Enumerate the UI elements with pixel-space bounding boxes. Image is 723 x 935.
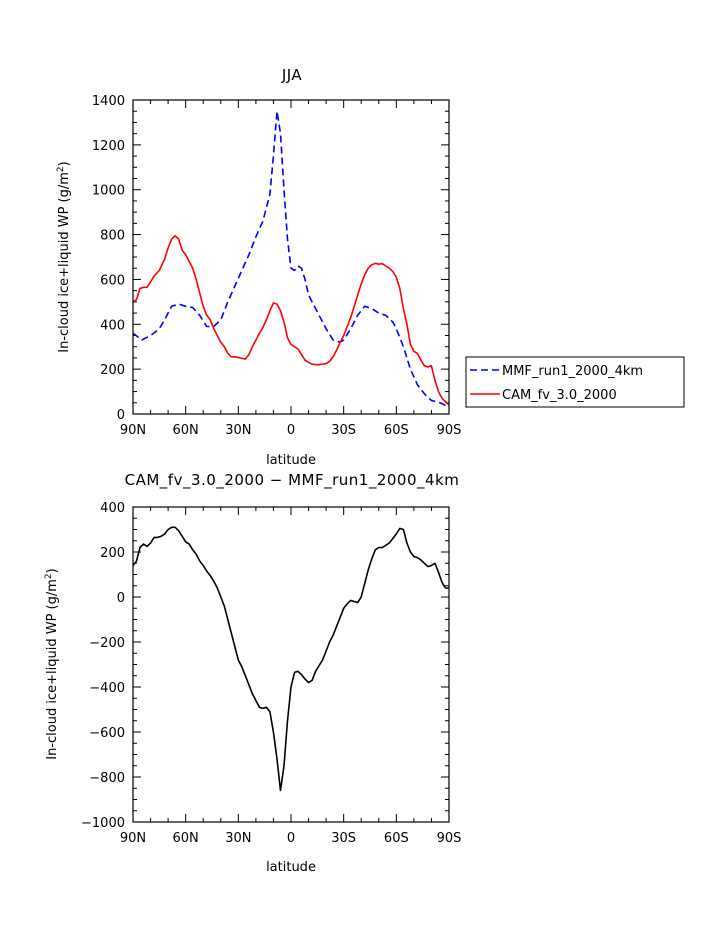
chart-top-series-cam-fv-3-0-2000 [132,234,450,406]
chart-bottom-x-tick-label: 90S [437,831,462,846]
chart-bottom-y-tick-label: 400 [100,501,125,516]
chart-bottom-series-difference [132,526,449,792]
chart-top-title: JJA [281,66,303,84]
chart-bottom-y-tick-label: −400 [89,681,125,696]
chart-top-y-tick-label: 1000 [92,184,125,199]
chart-top-y-tick-label: 600 [100,273,125,288]
legend-label-cam: CAM_fv_3.0_2000 [502,388,617,403]
chart-bottom-plot-frame [132,506,450,823]
chart-bottom-x-tick-labels: 90N 60N 30N 0 30S 60S 90S [120,831,462,846]
chart-bottom-y-axis-label: In-cloud ice+liquid WP (g/m2) [44,568,60,759]
chart-top-legend: MMF_run1_2000_4km CAM_fv_3.0_2000 [465,356,685,408]
chart-top-y-tick-label: 0 [117,408,125,423]
chart-top: JJA 90N 60N 30N 0 30S 60S 90S 0 200 400 600 800 100… [56,66,685,468]
chart-top-y-axis-label: In-cloud ice+liquid WP (g/m2) [56,161,72,352]
chart-top-x-tick-label: 90S [437,423,462,438]
chart-top-series [132,110,450,409]
chart-bottom-y-tick-label: −600 [89,726,125,741]
chart-top-x-tick-label: 30S [331,423,356,438]
chart-bottom-title: CAM_fv_3.0_2000 − MMF_run1_2000_4km [125,471,460,490]
chart-bottom-x-tick-label: 90N [120,831,146,846]
chart-bottom-x-tick-label: 60N [173,831,199,846]
chart-bottom-y-tick-label: −200 [89,636,125,651]
chart-bottom-x-tick-label: 30N [225,831,251,846]
chart-top-y-tick-label: 400 [100,318,125,333]
chart-top-x-tick-labels: 90N 60N 30N 0 30S 60S 90S [120,423,462,438]
chart-top-x-tick-label: 60S [384,423,409,438]
chart-top-plot-frame [132,99,450,415]
chart-bottom-y-tick-label: 200 [100,546,125,561]
chart-bottom-x-tick-label: 30S [331,831,356,846]
chart-top-x-axis-label: latitude [266,453,316,468]
chart-top-y-tick-label: 1400 [92,94,125,109]
chart-top-series-mmf-run1-2000-4km [132,110,450,409]
chart-top-y-tick-label: 800 [100,229,125,244]
chart-bottom-y-tick-label: 0 [117,591,125,606]
chart-top-y-tick-labels: 0 200 400 600 800 1000 1200 1400 [92,94,125,423]
chart-bottom-series [132,526,449,792]
legend-label-mmf: MMF_run1_2000_4km [502,364,643,379]
chart-top-x-tick-label: 90N [120,423,146,438]
chart-top-y-tick-label: 1200 [92,139,125,154]
chart-bottom-y-tick-label: −800 [89,771,125,786]
chart-bottom-x-tick-label: 60S [384,831,409,846]
chart-bottom-x-tick-label: 0 [287,831,295,846]
legend-box [465,356,685,408]
chart-top-x-tick-label: 0 [287,423,295,438]
chart-bottom-x-axis-label: latitude [266,860,316,875]
chart-bottom: CAM_fv_3.0_2000 − MMF_run1_2000_4km 90N 6… [44,471,461,875]
chart-bottom-y-tick-labels: −1000 −800 −600 −400 −200 0 200 400 [81,501,125,831]
chart-top-x-tick-label: 30N [225,423,251,438]
chart-bottom-y-tick-label: −1000 [81,816,125,831]
chart-top-x-tick-label: 60N [173,423,199,438]
chart-top-y-tick-label: 200 [100,363,125,378]
